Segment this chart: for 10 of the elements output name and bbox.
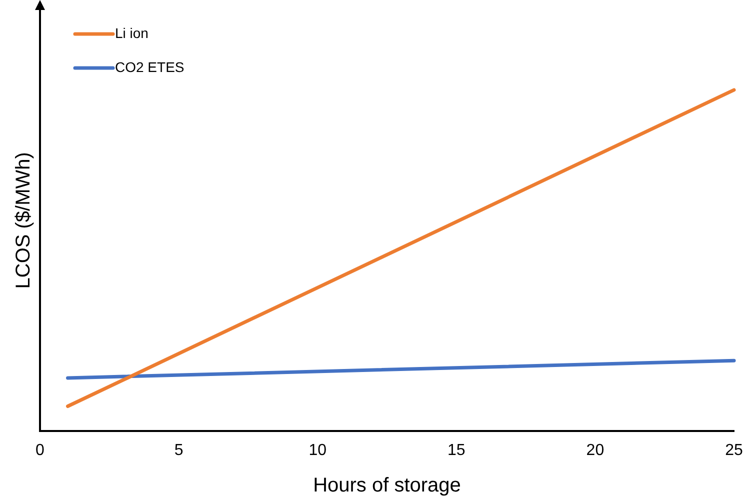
- x-tick-label: 10: [308, 442, 327, 459]
- y-axis-title: LCOS ($/MWh): [12, 152, 35, 289]
- x-tick-label: 5: [174, 442, 184, 459]
- x-tick-label: 20: [586, 442, 604, 459]
- x-tick-label: 25: [725, 442, 743, 459]
- legend-label: Li ion: [115, 24, 148, 41]
- x-tick-label: 15: [448, 442, 466, 459]
- x-tick-label: 0: [36, 442, 45, 459]
- x-axis-title: Hours of storage: [313, 474, 461, 497]
- legend-label: CO2 ETES: [115, 58, 184, 75]
